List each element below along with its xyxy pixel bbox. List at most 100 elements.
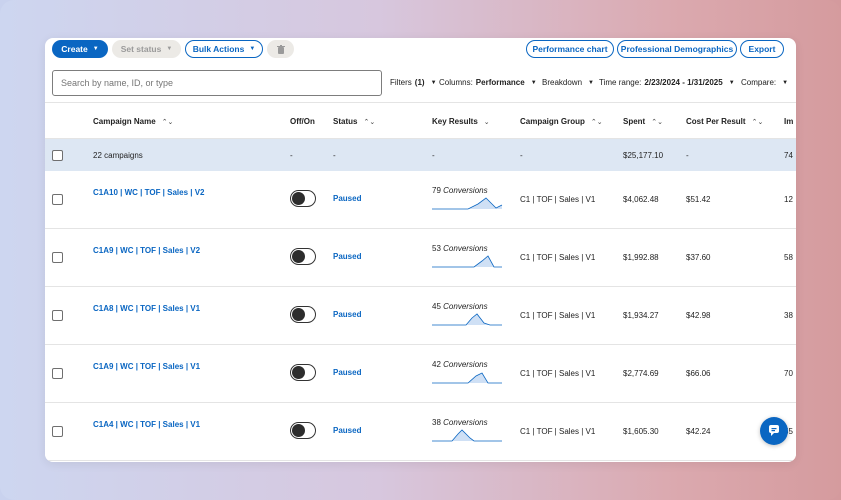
row-checkbox[interactable] xyxy=(52,310,63,321)
cost-per-result-value: $37.60 xyxy=(686,253,711,262)
kr-unit: Conversions xyxy=(443,360,488,369)
toggle-knob xyxy=(292,424,305,437)
sort-icon: ⌃⌄ xyxy=(363,118,376,126)
off-on-toggle[interactable] xyxy=(290,190,316,207)
spent-value: $4,062.48 xyxy=(623,195,659,204)
time-range-dropdown[interactable]: Time range: 2/23/2024 - 1/31/2025 ▼ xyxy=(599,78,735,87)
spent-value: $1,992.88 xyxy=(623,253,659,262)
summary-campaign-group: - xyxy=(520,151,523,160)
kr-unit: Conversions xyxy=(443,186,488,195)
header-campaign-name[interactable]: Campaign Name ⌃⌄ xyxy=(93,117,173,126)
export-button[interactable]: Export xyxy=(740,40,784,58)
sparkline-chart xyxy=(432,429,502,442)
campaign-name-link[interactable]: C1A10 | WC | TOF | Sales | V2 xyxy=(93,188,205,197)
status-badge: Paused xyxy=(333,426,362,435)
sort-icon: ⌃⌄ xyxy=(651,118,663,126)
compare-dropdown[interactable]: Compare: ▼ xyxy=(741,78,788,87)
delete-button[interactable] xyxy=(267,40,294,58)
sparkline-chart xyxy=(432,372,502,384)
campaign-group: C1 | TOF | Sales | V1 xyxy=(520,253,596,262)
header-status[interactable]: Status ⌃⌄ xyxy=(333,117,375,126)
toolbar: Create ▼ Set status ▼ Bulk Actions ▼ Per… xyxy=(45,38,796,62)
row-checkbox[interactable] xyxy=(52,368,63,379)
filters-label: Filters xyxy=(390,78,412,87)
search-input[interactable] xyxy=(52,70,382,96)
chevron-down-icon: ▼ xyxy=(782,79,789,86)
summary-row: 22 campaigns - - - - $25,177.10 - 74 xyxy=(45,139,796,171)
header-campaign-group[interactable]: Campaign Group ⌃⌄ xyxy=(520,117,603,126)
bulk-actions-button[interactable]: Bulk Actions ▼ xyxy=(185,40,263,58)
chevron-down-icon: ▼ xyxy=(92,46,99,52)
row-checkbox[interactable] xyxy=(52,426,63,437)
header-label: Off/On xyxy=(290,117,315,126)
sort-icon: ⌃⌄ xyxy=(751,118,764,126)
row-checkbox[interactable] xyxy=(52,252,63,263)
summary-impressions: 74 xyxy=(784,151,793,160)
create-button[interactable]: Create ▼ xyxy=(52,40,108,58)
kr-unit: Conversions xyxy=(443,244,488,253)
campaign-group: C1 | TOF | Sales | V1 xyxy=(520,427,596,436)
status-badge: Paused xyxy=(333,194,362,203)
kr-unit: Conversions xyxy=(443,418,488,427)
campaign-name-link[interactable]: C1A9 | WC | TOF | Sales | V1 xyxy=(93,362,201,371)
help-chat-button[interactable] xyxy=(760,417,788,445)
trash-icon xyxy=(276,44,285,54)
summary-key-results: - xyxy=(432,151,435,160)
select-all-checkbox[interactable] xyxy=(52,150,63,161)
professional-demographics-button[interactable]: Professional Demographics xyxy=(617,40,737,58)
chevron-down-icon: ▼ xyxy=(530,79,537,86)
filters-dropdown[interactable]: Filters (1) ▼ xyxy=(390,78,437,87)
time-range-label: Time range: xyxy=(599,78,642,87)
sort-icon: ⌃⌄ xyxy=(161,118,174,126)
header-cost-per-result[interactable]: Cost Per Result ⌃⌄ xyxy=(686,117,763,126)
off-on-toggle[interactable] xyxy=(290,364,316,381)
off-on-toggle[interactable] xyxy=(290,422,316,439)
campaign-manager-window: Create ▼ Set status ▼ Bulk Actions ▼ Per… xyxy=(45,38,796,462)
columns-dropdown[interactable]: Columns: Performance ▼ xyxy=(439,78,537,87)
sort-icon: ⌄ xyxy=(483,118,490,126)
key-results-value: 53 Conversions xyxy=(432,244,488,253)
toggle-knob xyxy=(292,250,305,263)
export-label: Export xyxy=(748,44,776,54)
summary-off-on: - xyxy=(290,151,293,160)
kr-count: 79 xyxy=(432,186,441,195)
create-button-label: Create xyxy=(61,44,88,54)
breakdown-dropdown[interactable]: Breakdown ▼ xyxy=(542,78,594,87)
performance-chart-button[interactable]: Performance chart xyxy=(526,40,614,58)
toggle-knob xyxy=(292,192,305,205)
columns-value: Performance xyxy=(475,78,525,87)
chevron-down-icon: ▼ xyxy=(430,79,437,86)
columns-label: Columns: xyxy=(439,78,473,87)
campaign-name-link[interactable]: C1A9 | WC | TOF | Sales | V2 xyxy=(93,246,201,255)
cost-per-result-value: $66.06 xyxy=(686,369,711,378)
off-on-toggle[interactable] xyxy=(290,248,316,265)
campaign-name-link[interactable]: C1A4 | WC | TOF | Sales | V1 xyxy=(93,420,201,429)
campaign-group: C1 | TOF | Sales | V1 xyxy=(520,195,596,204)
set-status-button[interactable]: Set status ▼ xyxy=(112,40,181,58)
header-label: Spent xyxy=(623,117,646,126)
sparkline-chart xyxy=(432,255,502,268)
header-off-on: Off/On xyxy=(290,117,315,126)
summary-cost-per-result: - xyxy=(686,151,689,160)
header-spent[interactable]: Spent ⌃⌄ xyxy=(623,117,663,126)
header-label: Cost Per Result xyxy=(686,117,746,126)
impressions-value: 38 xyxy=(784,311,793,320)
row-checkbox[interactable] xyxy=(52,194,63,205)
table-row: C1A9 | WC | TOF | Sales | V2 Paused 53 C… xyxy=(45,229,796,287)
table-row: C1A9 | WC | TOF | Sales | V1 Paused 42 C… xyxy=(45,345,796,403)
set-status-label: Set status xyxy=(120,44,162,54)
breakdown-label: Breakdown xyxy=(542,78,583,87)
filter-bar: Filters(1) ▼ Columns: Performance ▼ Breakd… xyxy=(45,63,796,103)
toggle-knob xyxy=(292,366,305,379)
key-results-value: 79 Conversions xyxy=(432,186,488,195)
sparkline-chart xyxy=(432,197,503,210)
campaign-name-link[interactable]: C1A8 | WC | TOF | Sales | V1 xyxy=(93,304,201,313)
impressions-value: 58 xyxy=(784,253,793,262)
impressions-value: 55 xyxy=(784,427,793,436)
header-key-results[interactable]: Key Results ⌄ xyxy=(432,117,490,126)
table-row: C1A8 | WC | TOF | Sales | V1 Paused 45 C… xyxy=(45,287,796,345)
chevron-down-icon: ▼ xyxy=(588,79,594,86)
header-impressions[interactable]: Im xyxy=(784,117,793,126)
off-on-toggle[interactable] xyxy=(290,306,316,323)
table-row: C1A4 | WC | TOF | Sales | V1 Paused 38 C… xyxy=(45,403,796,461)
